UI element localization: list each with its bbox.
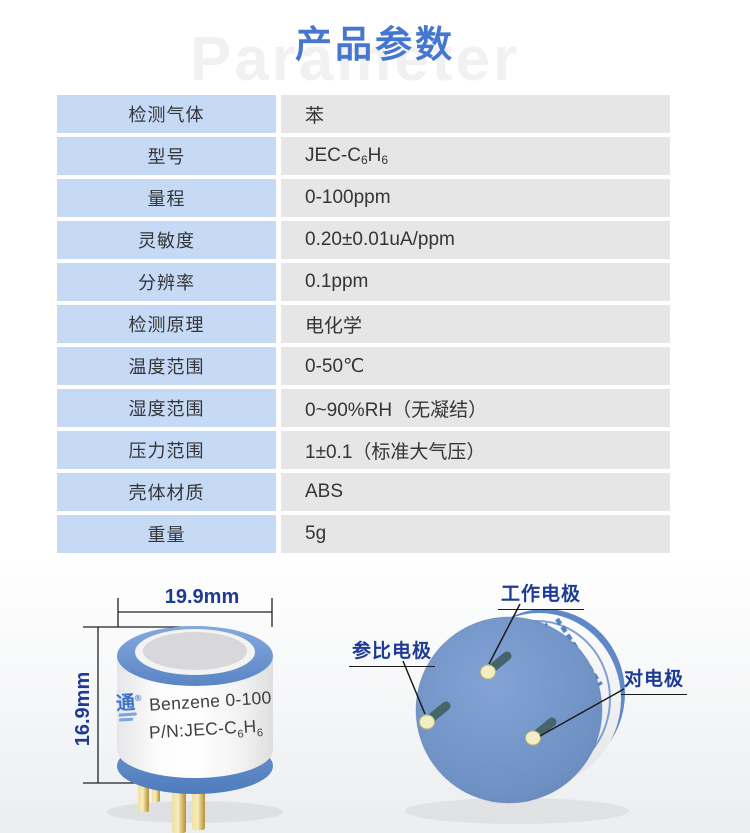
sensor-side-view-figure: [83, 598, 283, 833]
sensor-shadow: [405, 798, 629, 824]
sensor-print-gas: Benzene 0-100ppm: [149, 690, 272, 715]
table-row: 量程 0-100ppm: [57, 179, 670, 217]
reference-electrode-label: 参比电极: [349, 636, 436, 667]
table-row: 检测原理 电化学: [57, 305, 670, 343]
param-label-cell: 检测气体: [57, 95, 276, 133]
watermark-text: Parameter: [189, 25, 521, 94]
param-label-cell: 检测原理: [57, 305, 276, 343]
param-label-cell: 重量: [57, 515, 276, 553]
param-value-cell: 5g: [281, 515, 670, 553]
param-value-cell: 1±0.1（标准大气压）: [281, 431, 670, 469]
counter-electrode-label: 对电极: [621, 664, 688, 695]
table-row: 分辨率 0.1ppm: [57, 263, 670, 301]
table-row: 检测气体 苯: [57, 95, 670, 133]
parameter-table: 检测气体 苯 型号 JEC-C 6 H 6 量程 0-100ppm 灵敏度 0.20±…: [57, 95, 670, 557]
param-value-cell: JEC-C 6 H 6: [281, 137, 670, 175]
sensor-top-membrane: [143, 632, 247, 670]
param-label-cell: 温度范围: [57, 347, 276, 385]
table-row: 壳体材质 ABS: [57, 473, 670, 511]
param-label-cell: 量程: [57, 179, 276, 217]
param-value-cell: 苯: [281, 95, 670, 133]
param-label-cell: 型号: [57, 137, 276, 175]
table-row: 重量 5g: [57, 515, 670, 553]
sensor-bottom-view-figure: [405, 609, 629, 824]
param-label-cell: 灵敏度: [57, 221, 276, 259]
page-title: 产品参数: [295, 24, 455, 65]
table-row: 温度范围 0-50℃: [57, 347, 670, 385]
table-row: 型号 JEC-C 6 H 6: [57, 137, 670, 175]
param-label-cell: 压力范围: [57, 431, 276, 469]
table-row: 压力范围 1±0.1（标准大气压）: [57, 431, 670, 469]
brand-logo: 通®: [115, 692, 142, 715]
sensor-print-pn: P/N:JEC-C6H6: [149, 719, 264, 743]
param-value-cell: 0.1ppm: [281, 263, 670, 301]
param-value-cell: 0.20±0.01uA/ppm: [281, 221, 670, 259]
param-label-cell: 分辨率: [57, 263, 276, 301]
working-electrode-label: 工作电极: [498, 579, 585, 610]
param-label-cell: 湿度范围: [57, 389, 276, 427]
param-value-cell: 0-100ppm: [281, 179, 670, 217]
table-row: 灵敏度 0.20±0.01uA/ppm: [57, 221, 670, 259]
param-value-cell: 0-50℃: [281, 347, 670, 385]
product-images-section: 19.9mm 16.9mm 通® Benzene 0-100ppm P/N:JE…: [0, 560, 750, 833]
table-row: 湿度范围 0~90%RH（无凝结）: [57, 389, 670, 427]
logo-subtext-bars: [118, 712, 138, 723]
param-value-cell: 0~90%RH（无凝结）: [281, 389, 670, 427]
width-dimension-label: 19.9mm: [164, 586, 240, 608]
param-value-cell: ABS: [281, 473, 670, 511]
param-label-cell: 壳体材质: [57, 473, 276, 511]
height-dimension-label: 16.9mm: [72, 671, 94, 747]
param-value-cell: 电化学: [281, 305, 670, 343]
